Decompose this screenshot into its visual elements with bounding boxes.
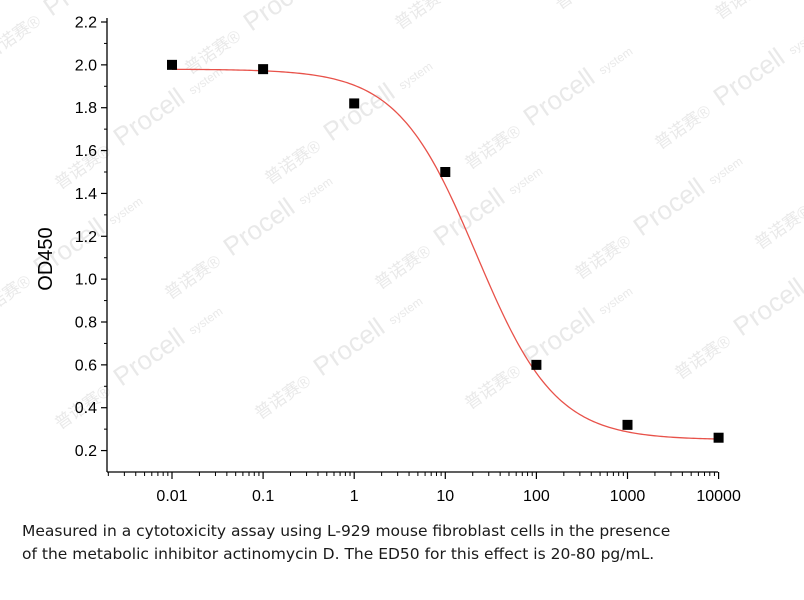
watermark-suffix: system [706, 154, 745, 187]
y-axis-title: OD450 [35, 227, 57, 290]
y-tick-label: 2.2 [75, 15, 97, 32]
watermark-cjk: 普诺赛® [0, 270, 35, 323]
watermark-brand: Procell [308, 312, 390, 382]
fit-curve-layer [171, 68, 719, 440]
data-points-layer [167, 59, 724, 443]
y-tick-label: 0.6 [75, 357, 97, 374]
watermark-cjk: 普诺赛® [251, 370, 315, 423]
figure-caption: Measured in a cytotoxicity assay using L… [22, 520, 802, 566]
data-point [258, 64, 269, 75]
watermark-suffix: system [396, 59, 435, 92]
x-tick-label: 0.01 [156, 488, 187, 505]
y-tick-label: 2.0 [75, 57, 97, 74]
axes [101, 18, 720, 479]
watermark-brand: Procell [518, 302, 600, 372]
x-tick-label: 10000 [696, 488, 741, 505]
watermark-cjk: 普诺赛® [651, 100, 715, 153]
watermark-cjk: 普诺赛® [161, 250, 225, 303]
y-tick-label: 1.6 [75, 143, 97, 160]
watermark-suffix: system [506, 164, 545, 197]
watermark-suffix: system [596, 284, 635, 317]
y-tick-label: 0.2 [75, 443, 97, 460]
watermark-suffix: system [106, 194, 145, 227]
data-point [440, 167, 451, 177]
watermark-cjk: 普诺赛® [261, 135, 325, 188]
watermark-cjk: 普诺赛® [371, 240, 435, 293]
watermark-suffix: system [386, 294, 425, 327]
caption-line-2: of the metabolic inhibitor actinomycin D… [22, 545, 655, 563]
watermark-cjk: 普诺赛® [671, 330, 735, 383]
caption-line-1: Measured in a cytotoxicity assay using L… [22, 522, 671, 540]
y-tick-label: 1.2 [75, 229, 97, 246]
y-tick-label: 1.8 [75, 100, 97, 117]
watermark-suffix: system [596, 44, 635, 77]
watermark-suffix: system [786, 24, 804, 57]
tick-labels-layer: 0.2 0.4 0.6 0.8 1.0 1.2 1.4 1.6 1.8 2.0 2.2 0.01 0.1… [35, 15, 741, 506]
watermark-cjk: 普诺赛® [391, 0, 455, 33]
fit-curve [171, 68, 719, 440]
data-point [622, 419, 633, 430]
x-tick-label: 1 [350, 488, 359, 505]
watermark-brand: Procell [218, 192, 300, 262]
dose-response-chart: 普诺赛®Procellsystem普诺赛®Procellsystem普诺赛®Pr… [0, 0, 804, 506]
y-tick-label: 0.8 [75, 315, 97, 332]
watermark-cjk: 普诺赛® [0, 10, 45, 63]
watermark-cjk: 普诺赛® [711, 0, 775, 23]
y-tick-label: 1.4 [75, 186, 97, 203]
watermark-brand: Procell [628, 172, 710, 242]
watermark-layer: 普诺赛®Procellsystem普诺赛®Procellsystem普诺赛®Pr… [0, 0, 804, 433]
watermark-brand: Procell [428, 182, 510, 252]
watermark-cjk: 普诺赛® [461, 360, 525, 413]
data-point [713, 432, 724, 443]
watermark-brand: Procell [728, 272, 804, 342]
watermark-suffix: system [296, 174, 335, 207]
data-point [167, 59, 177, 70]
watermark-cjk: 普诺赛® [461, 120, 525, 173]
chart-area: 普诺赛®Procellsystem普诺赛®Procellsystem普诺赛®Pr… [0, 0, 804, 506]
data-point [349, 98, 360, 109]
watermark-brand: Procell [238, 0, 320, 37]
x-tick-label: 10 [436, 488, 454, 505]
x-tick-label: 0.1 [252, 488, 274, 505]
watermark-brand: Procell [708, 42, 790, 112]
watermark-brand: Procell [108, 82, 190, 152]
y-tick-label: 1.0 [75, 272, 97, 289]
watermark-cjk: 普诺赛® [751, 200, 804, 253]
x-tick-label: 1000 [610, 488, 646, 505]
watermark-cjk: 普诺赛® [571, 230, 635, 283]
watermark-brand: Procell [518, 62, 600, 132]
watermark-brand: Procell [108, 322, 190, 392]
y-tick-label: 0.4 [75, 400, 97, 417]
data-point [531, 359, 542, 370]
x-tick-label: 100 [523, 488, 550, 505]
watermark-suffix: system [186, 304, 225, 337]
watermark-cjk: 普诺赛® [551, 0, 615, 13]
